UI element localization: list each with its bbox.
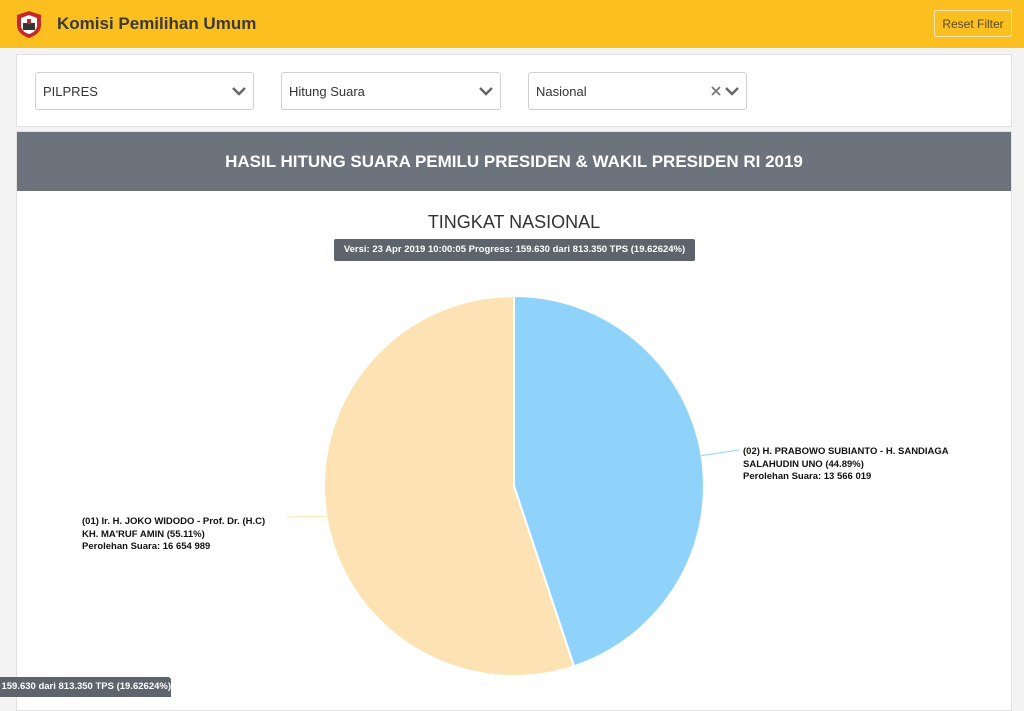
reset-filter-button[interactable]: Reset Filter: [934, 10, 1012, 37]
election-select[interactable]: PILPRES: [35, 72, 254, 110]
slice-label-02-line2: SALAHUDIN UNO (44.89%): [743, 458, 864, 470]
region-select-value: Nasional: [536, 84, 587, 99]
chart-title: TINGKAT NASIONAL: [427, 212, 601, 232]
type-select[interactable]: Hitung Suara: [281, 72, 501, 110]
top-bar: Komisi Pemilihan Umum Reset Filter: [0, 0, 1024, 48]
chevron-down-icon[interactable]: [724, 84, 740, 98]
clear-icon[interactable]: [710, 84, 722, 98]
app-title: Komisi Pemilihan Umum: [57, 14, 257, 33]
chevron-down-icon[interactable]: [478, 84, 494, 98]
card-header: HASIL HITUNG SUARA PEMILU PRESIDEN & WAK…: [17, 132, 1011, 191]
slice-label-01: (01) Ir. H. JOKO WIDODO - Prof. Dr. (H.C…: [82, 516, 265, 554]
election-select-value: PILPRES: [43, 84, 98, 99]
hover-tooltip: Progress: 159.630 dari 813.350 TPS (19.6…: [0, 677, 171, 697]
slice-label-01-line1: (01) Ir. H. JOKO WIDODO - Prof. Dr. (H.C…: [82, 516, 266, 527]
kpu-logo-icon[interactable]: [14, 9, 44, 39]
slice-label-02-line3: Perolehan Suara: 13 566 019: [743, 471, 872, 482]
chevron-down-icon[interactable]: [231, 84, 247, 98]
hover-tooltip-text: Progress: 159.630 dari 813.350 TPS (19.6…: [0, 681, 171, 692]
slice-label-02-line1: (02) H. PRABOWO SUBIANTO - H. SANDIAGA: [743, 446, 949, 457]
version-badge: Versi: 23 Apr 2019 10:00:05 Progress: 15…: [334, 239, 695, 261]
slice-label-01-line3: Perolehan Suara: 16 654 989: [82, 541, 211, 552]
slice-label-02: (02) H. PRABOWO SUBIANTO - H. SANDIAGA S…: [743, 446, 949, 484]
pie-slice-02[interactable]: [513, 294, 705, 668]
region-select[interactable]: Nasional: [528, 72, 747, 110]
pie-chart: [286, 294, 740, 677]
filter-panel: PILPRES Hitung Suara Nasional: [16, 54, 1012, 127]
connector-line-02: [701, 449, 740, 457]
card-title: HASIL HITUNG SUARA PEMILU PRESIDEN & WAK…: [225, 152, 803, 171]
type-select-value: Hitung Suara: [289, 84, 365, 99]
result-card: HASIL HITUNG SUARA PEMILU PRESIDEN & WAK…: [16, 131, 1012, 711]
slice-label-01-line2: KH. MA'RUF AMIN (55.11%): [82, 528, 205, 540]
connector-line-01: [286, 515, 327, 518]
